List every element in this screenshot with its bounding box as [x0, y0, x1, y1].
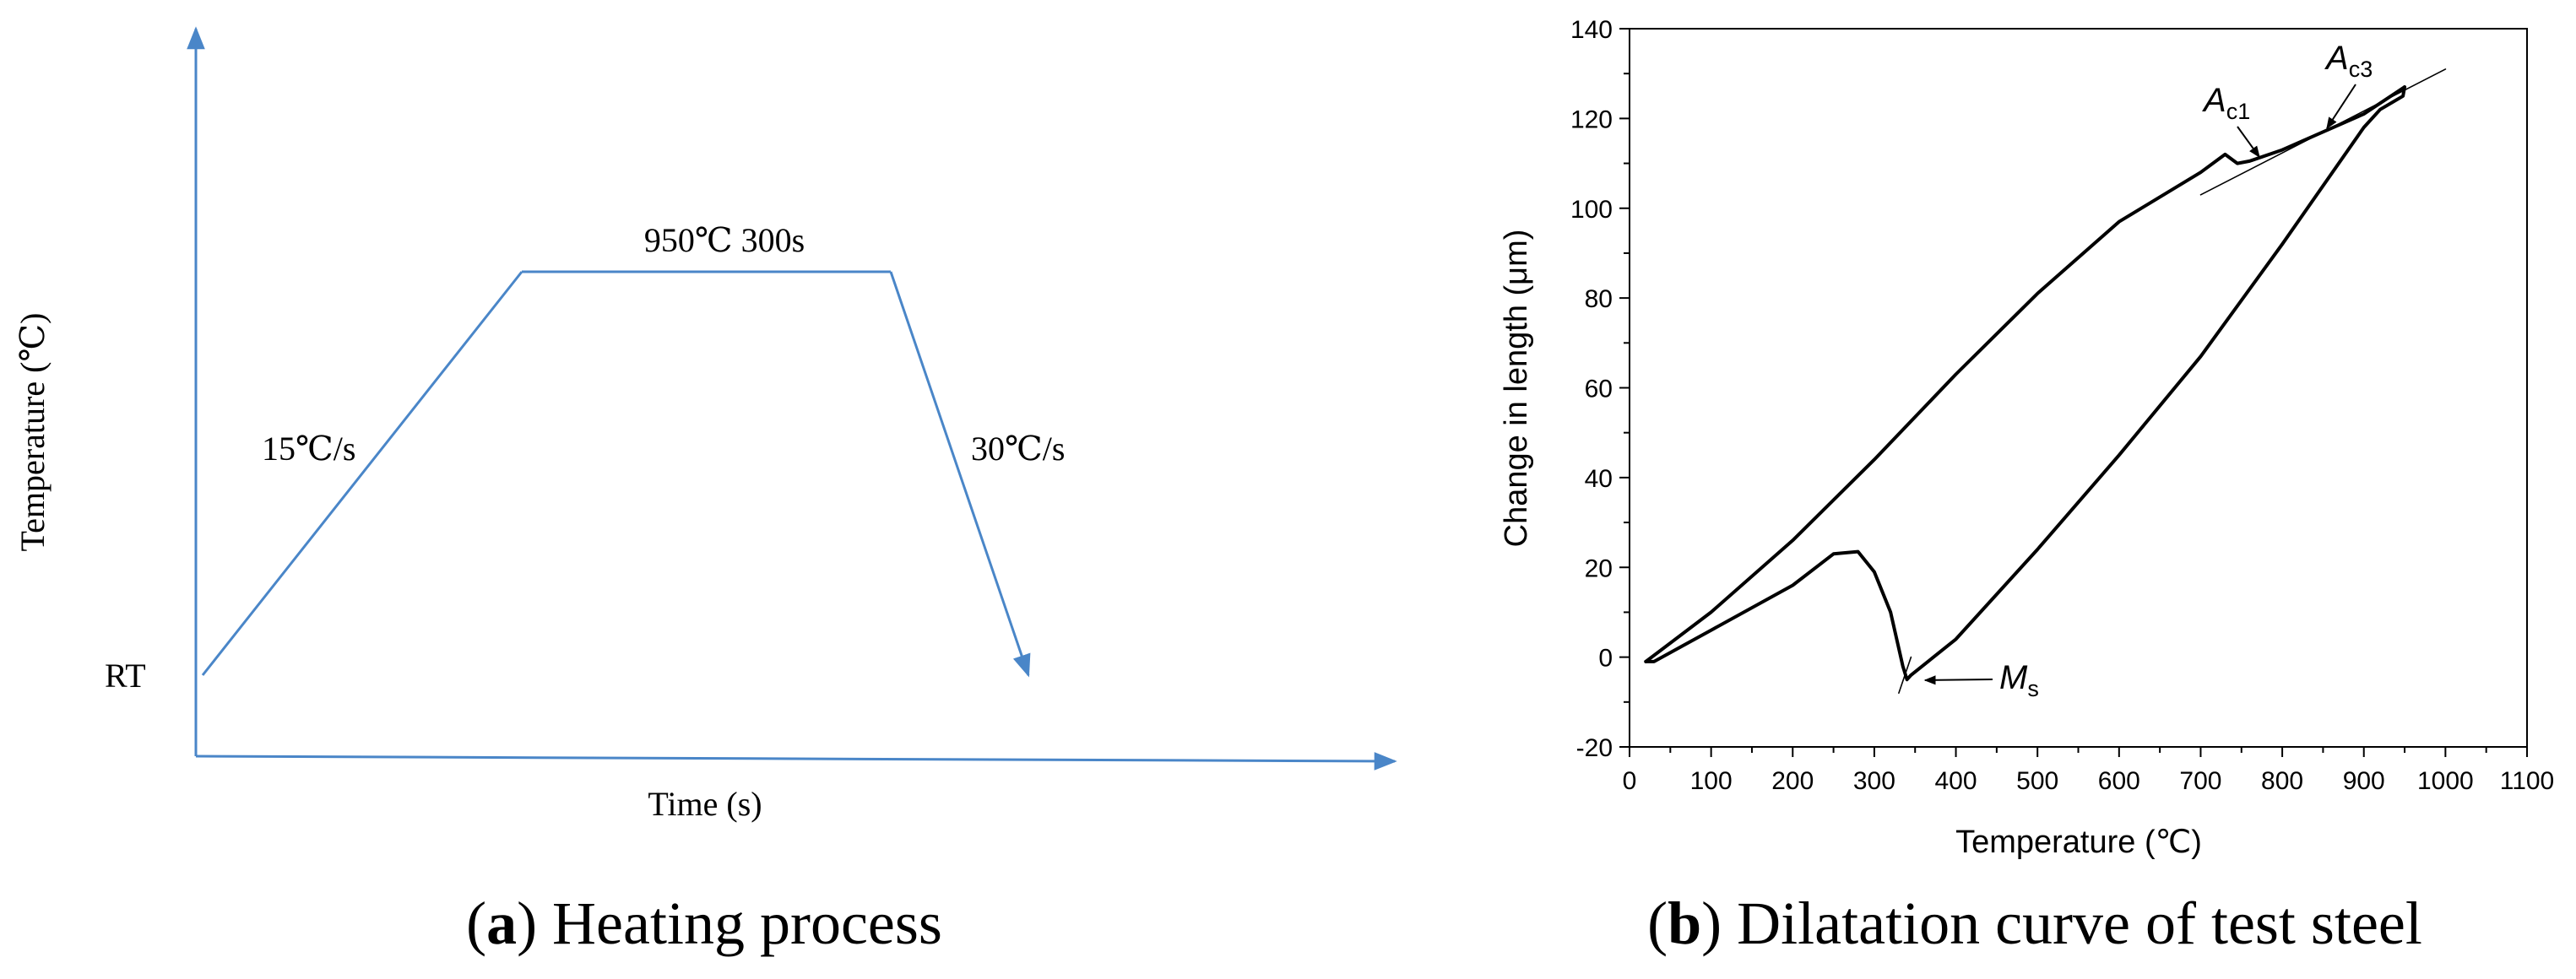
series-tangent-cooling-near-ms — [1898, 656, 1912, 694]
x-tick-label: 1000 — [2417, 767, 2474, 795]
hold-label: 950℃ 300s — [644, 221, 805, 259]
x-tick-label: 600 — [2098, 767, 2140, 795]
panel-b-x-axis-label: Temperature (℃) — [1955, 825, 2202, 860]
y-tick-label: 120 — [1570, 105, 1613, 133]
y-tick-label: 100 — [1570, 196, 1613, 224]
panel-b-y-axis-label: Change in length (μm) — [1499, 230, 1534, 548]
series-heating — [1644, 85, 2406, 663]
panel-b-caption-letter: b — [1668, 890, 1701, 957]
plot-frame — [1629, 28, 2528, 748]
y-tick-label: 80 — [1585, 285, 1613, 313]
x-tick-label: 800 — [2261, 767, 2303, 795]
y-tick-label: 20 — [1585, 554, 1613, 582]
panel-b: 0 100 200 300 400 500 600 700 800 900 1000 1100 -20… — [1499, 16, 2554, 957]
x-tick-label: 1100 — [2500, 767, 2555, 795]
ac1-label: Ac1 — [2202, 82, 2250, 124]
x-tick-label: 0 — [1623, 767, 1637, 795]
x-tick-label: 100 — [1690, 767, 1733, 795]
rt-label: RT — [105, 657, 146, 695]
heating-rate-label: 15℃/s — [262, 430, 355, 468]
panel-a-caption-letter: a — [486, 890, 517, 957]
y-tick-label: 140 — [1570, 16, 1613, 44]
series-cooling — [1644, 85, 2406, 682]
panel-a-y-axis-label: Temperature (℃) — [14, 313, 52, 552]
y-tick-label: -20 — [1576, 734, 1613, 762]
ms-arrow — [1923, 675, 1993, 685]
x-tick-label: 300 — [1853, 767, 1895, 795]
x-tick-label: 900 — [2343, 767, 2385, 795]
ac3-label: Ac3 — [2324, 40, 2373, 82]
cooling-rate-label: 30℃/s — [971, 430, 1065, 468]
heating-ramp — [201, 271, 523, 676]
y-tick-label: 60 — [1585, 376, 1613, 403]
cooling-ramp — [889, 271, 1031, 678]
panel-b-caption-text: Dilatation curve of test steel — [1737, 890, 2422, 957]
panel-a-x-axis — [195, 752, 1397, 771]
panel-a: Temperature (℃) Time (s) RT 15℃/s 950℃ 3… — [14, 26, 1397, 957]
x-tick-label: 200 — [1771, 767, 1814, 795]
y-tick-label: 0 — [1598, 645, 1613, 673]
y-tick-label: 40 — [1585, 465, 1613, 493]
data-series — [1644, 68, 2447, 694]
ac3-arrow — [2326, 84, 2356, 130]
ms-label: Ms — [1999, 659, 2039, 701]
panel-a-caption-text: Heating process — [552, 890, 942, 957]
panel-a-caption: (a) Heating process — [466, 890, 942, 957]
x-tick-label: 500 — [2016, 767, 2058, 795]
x-ticks: 0 100 200 300 400 500 600 700 800 900 1000 1100 — [1623, 747, 2555, 795]
x-tick-label: 400 — [1935, 767, 1977, 795]
series-tangent-heating-above-ac3 — [2199, 68, 2447, 196]
x-tick-label: 700 — [2179, 767, 2221, 795]
panel-b-caption: (b) Dilatation curve of test steel — [1647, 890, 2422, 957]
panel-a-x-axis-label: Time (s) — [648, 785, 762, 823]
y-ticks: -20 0 20 40 60 80 100 120 140 — [1570, 16, 1630, 762]
ac1-arrow — [2237, 126, 2260, 159]
